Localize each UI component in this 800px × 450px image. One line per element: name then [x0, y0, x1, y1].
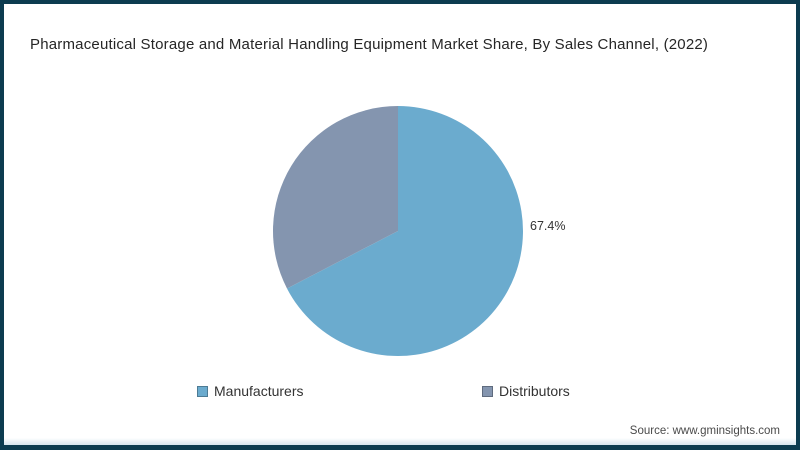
legend-swatch-manufacturers: [197, 385, 208, 397]
legend-label-manufacturers: Manufacturers: [214, 383, 304, 399]
chart-title: Pharmaceutical Storage and Material Hand…: [30, 36, 709, 53]
bottom-fade-decoration: [4, 438, 796, 445]
legend-item-manufacturers[interactable]: Manufacturers: [197, 383, 303, 399]
pie-data-label-manufacturers: 67.4%: [530, 219, 566, 233]
legend-item-distributors[interactable]: Distributors: [482, 383, 570, 399]
source-attribution: Source: www.gminsights.com: [629, 425, 780, 437]
pie-svg: [272, 105, 523, 356]
pie-chart: [233, 66, 563, 396]
pie-slice-manufacturers[interactable]: [286, 106, 523, 356]
pie-slice-distributors[interactable]: [272, 105, 398, 289]
legend-label-distributors: Distributors: [499, 383, 570, 399]
legend-swatch-distributors: [482, 385, 493, 397]
legend: Manufacturers Distributors: [4, 4, 796, 445]
